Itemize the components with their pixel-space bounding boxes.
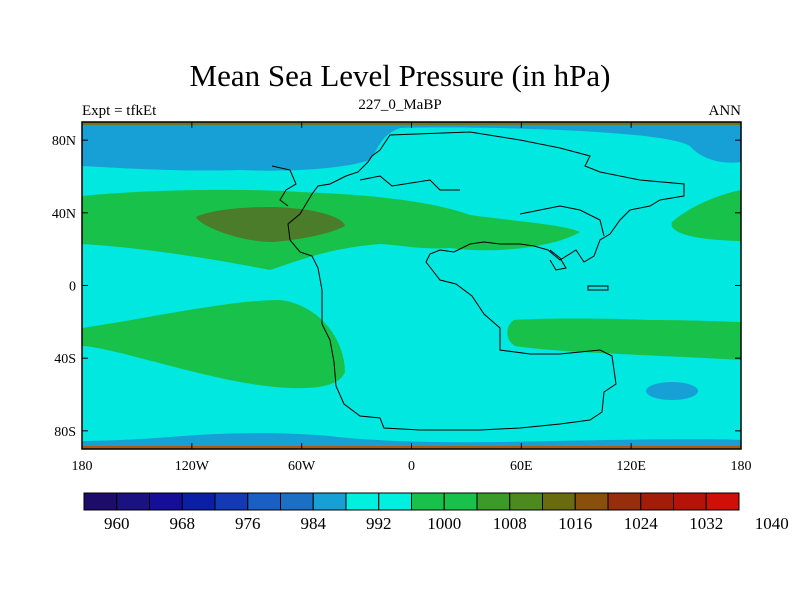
pressure-1000-region (82, 122, 741, 449)
small-island (587, 285, 609, 291)
colorbar-label: 1016 (558, 514, 592, 533)
season-label: ANN (708, 103, 742, 119)
colorbar-label: 1032 (689, 514, 723, 533)
colorbar-label: 1000 (427, 514, 461, 533)
colorbar-swatch (312, 492, 347, 511)
colorbar-label: 1040 (755, 514, 789, 533)
pressure-992-region-indian (646, 382, 698, 400)
eastern-peninsula (549, 249, 567, 271)
pangaea-coastline (287, 131, 685, 431)
colorbar-label: 976 (235, 514, 261, 533)
pressure-1008-region-south-east (507, 318, 741, 360)
east-asia-coast (519, 205, 605, 237)
x-tick-label: 60W (288, 459, 316, 474)
colorbar-swatch (443, 492, 478, 511)
pressure-field (82, 122, 741, 449)
colorbar-swatch (149, 492, 183, 511)
pressure-992-region-north (82, 122, 741, 171)
colorbar-swatch (574, 492, 609, 511)
colorbar-label: 1008 (493, 514, 527, 533)
experiment-label: Expt = tfkEt (82, 103, 157, 119)
colorbar-swatch (607, 492, 642, 511)
pressure-1008-region-south-west (82, 300, 345, 389)
continent-outline (271, 131, 685, 431)
colorbar-swatch (345, 492, 380, 511)
y-tick-label: 0 (69, 280, 76, 295)
colorbar-swatch (181, 492, 216, 511)
colorbar-swatch (247, 492, 281, 511)
colorbar-swatch (411, 492, 445, 511)
axis-ticks: 180 120W 60W 0 60E 120E 180 80N 40N 0 40S 80S (52, 122, 752, 474)
colorbar-swatch (116, 492, 150, 511)
colorbar-label: 992 (366, 514, 392, 533)
colorbar-swatch (214, 492, 249, 511)
colorbar-swatch (705, 492, 740, 511)
colorbar-swatch (509, 492, 543, 511)
colorbar-swatch (476, 492, 511, 511)
colorbar-swatch (673, 492, 707, 511)
map-title: Mean Sea Level Pressure (in hPa) (189, 58, 611, 93)
x-tick-label: 60E (510, 459, 533, 474)
colorbar-label: 968 (170, 514, 196, 533)
colorbar-swatch (280, 492, 314, 511)
north-coast-inlets (271, 165, 297, 207)
pressure-992-region-south (82, 433, 741, 449)
colorbar: 960 968 976 984 992 1000 1008 1016 1024 1032 1040 (83, 492, 789, 533)
colorbar-label: 960 (104, 514, 130, 533)
pressure-1008-region-north-east (671, 190, 741, 241)
y-tick-label: 80S (54, 425, 76, 440)
colorbar-label: 1024 (624, 514, 659, 533)
y-tick-label: 80N (52, 134, 76, 149)
colorbar-swatch (83, 492, 118, 511)
timeslice-label: 227_0_MaBP (358, 97, 442, 113)
x-tick-label: 180 (731, 459, 752, 474)
x-tick-label: 180 (72, 459, 93, 474)
tethys-inlet (359, 175, 460, 191)
x-tick-label: 0 (408, 459, 415, 474)
y-tick-label: 40S (54, 352, 76, 367)
colorbar-swatch (378, 492, 412, 511)
colorbar-swatch (542, 492, 576, 511)
y-tick-label: 40N (52, 207, 76, 222)
colorbar-label: 984 (301, 514, 327, 533)
x-tick-label: 120E (616, 459, 646, 474)
x-tick-label: 120W (175, 459, 210, 474)
colorbar-swatch (640, 492, 674, 511)
pressure-1016-region (196, 207, 345, 242)
